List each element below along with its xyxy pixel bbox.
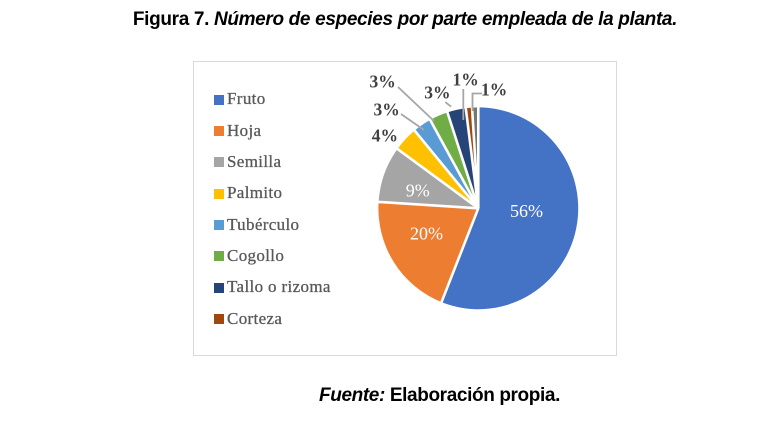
svg-text:56%: 56% (510, 201, 543, 221)
svg-text:20%: 20% (410, 224, 443, 244)
svg-text:3%: 3% (369, 72, 395, 92)
svg-text:1%: 1% (452, 70, 478, 90)
svg-text:3%: 3% (424, 83, 450, 103)
svg-text:1%: 1% (481, 80, 507, 100)
svg-text:4%: 4% (372, 126, 398, 146)
svg-text:9%: 9% (406, 180, 430, 200)
svg-text:3%: 3% (373, 100, 399, 120)
